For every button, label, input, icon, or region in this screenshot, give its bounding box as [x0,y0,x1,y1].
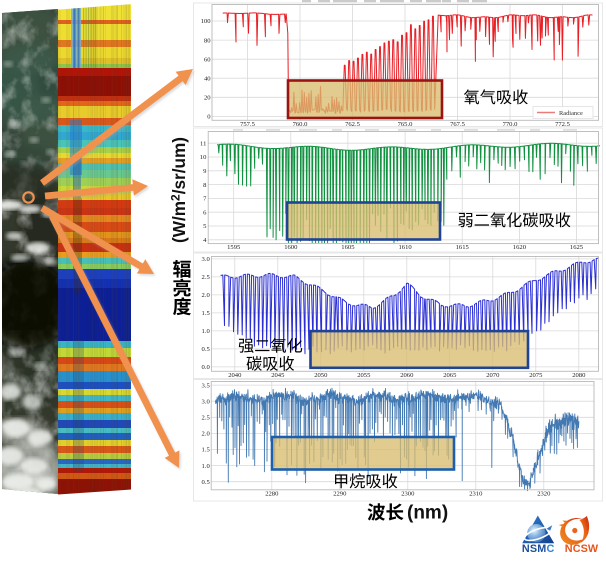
svg-text:(W/m2/sr/um): (W/m2/sr/um) [169,137,190,243]
svg-text:1605: 1605 [341,244,355,251]
svg-text:2.0: 2.0 [202,431,211,438]
svg-text:4: 4 [203,237,207,244]
svg-text:2300: 2300 [401,490,415,497]
svg-text:2280: 2280 [265,490,279,497]
svg-text:2075: 2075 [529,372,543,379]
svg-text:2290: 2290 [333,490,347,497]
svg-text:20: 20 [204,95,211,102]
svg-text:(nm): (nm) [407,503,448,524]
svg-text:1.0: 1.0 [202,328,211,335]
svg-text:1625: 1625 [570,244,584,251]
svg-text:2050: 2050 [314,372,328,379]
svg-text:1600: 1600 [284,244,298,251]
svg-text:2310: 2310 [469,490,483,497]
svg-text:100: 100 [201,18,212,25]
svg-text:1615: 1615 [456,244,470,251]
svg-text:1595: 1595 [227,244,241,251]
svg-text:1.0: 1.0 [202,463,211,470]
svg-text:6: 6 [203,209,207,216]
svg-text:NCSW: NCSW [565,543,599,555]
svg-text:2055: 2055 [357,372,371,379]
svg-text:760.0: 760.0 [293,121,309,128]
svg-text:765.0: 765.0 [398,121,414,128]
svg-text:2040: 2040 [228,372,242,379]
svg-text:7: 7 [203,196,207,203]
svg-text:3.0: 3.0 [202,398,211,405]
svg-text:3.0: 3.0 [202,256,211,263]
svg-text:2080: 2080 [572,372,586,379]
svg-text:10: 10 [200,154,207,161]
svg-text:8: 8 [203,182,207,189]
svg-text:2065: 2065 [443,372,457,379]
svg-text:2.5: 2.5 [202,274,211,281]
svg-text:1610: 1610 [399,244,413,251]
svg-text:2.5: 2.5 [202,415,211,422]
svg-text:772.5: 772.5 [555,121,571,128]
svg-text:2320: 2320 [537,490,551,497]
svg-text:2070: 2070 [486,372,500,379]
svg-text:5: 5 [203,223,207,230]
svg-text:9: 9 [203,168,207,175]
svg-text:0.5: 0.5 [202,346,211,353]
svg-text:0.0: 0.0 [202,364,211,371]
svg-text:767.5: 767.5 [450,121,466,128]
svg-text:757.5: 757.5 [240,121,256,128]
svg-text:40: 40 [204,75,211,82]
svg-text:1620: 1620 [513,244,527,251]
svg-text:1.5: 1.5 [202,310,211,317]
svg-text:1.5: 1.5 [202,447,211,454]
svg-text:0.5: 0.5 [202,479,211,486]
svg-text:2045: 2045 [271,372,285,379]
svg-text:3.5: 3.5 [202,382,211,389]
svg-text:60: 60 [204,56,211,63]
svg-text:770.0: 770.0 [503,121,519,128]
svg-text:0: 0 [207,114,211,121]
svg-text:Radiance: Radiance [559,110,583,117]
svg-text:2.0: 2.0 [202,292,211,299]
svg-text:2060: 2060 [400,372,414,379]
svg-text:762.5: 762.5 [345,121,361,128]
svg-text:NSMC: NSMC [522,543,555,555]
svg-text:11: 11 [200,140,206,147]
svg-text:80: 80 [204,37,211,44]
